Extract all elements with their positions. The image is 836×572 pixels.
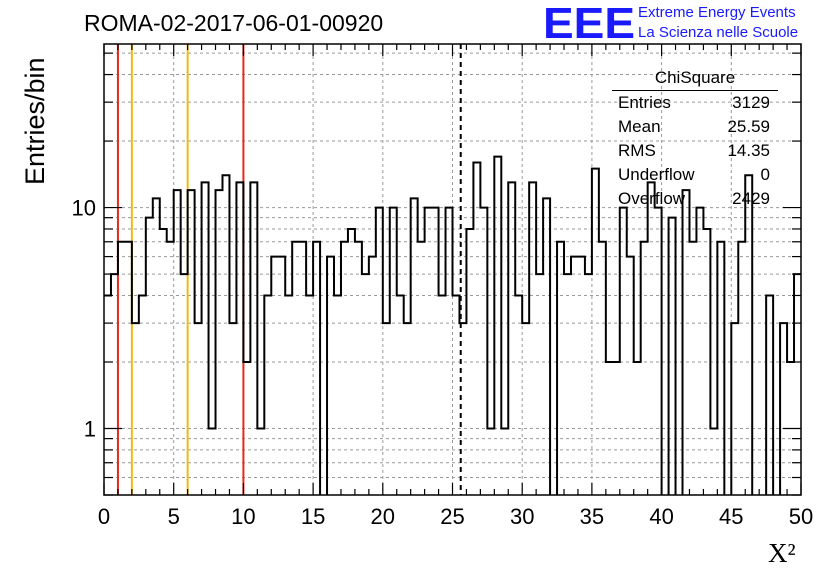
stats-row-mean: Mean 25.59 [612,115,778,139]
y-tick-label: 10 [72,196,96,221]
stats-row-overflow: Overflow 2429 [612,187,778,211]
y-tick-label: 1 [84,416,96,441]
stats-key: Entries [618,93,671,112]
x-tick-label: 30 [510,504,534,529]
logo-line-1: Extreme Energy Events [638,4,796,21]
x-tick-label: 40 [649,504,673,529]
stats-box: ChiSquare Entries 3129 Mean 25.59 RMS 14… [612,68,778,211]
x-tick-label: 0 [98,504,110,529]
stats-row-underflow: Underflow 0 [612,163,778,187]
stats-value: 3129 [732,93,770,112]
axis-tick-labels: 0 5 10 15 20 25 30 35 40 45 50 1 10 [72,196,814,529]
stats-row-entries: Entries 3129 [612,91,778,115]
x-tick-label: 15 [301,504,325,529]
stats-key: RMS [618,141,656,160]
x-tick-label: 25 [440,504,464,529]
logo-line-2: La Scienza nelle Scuole [638,24,799,41]
stats-value: 14.35 [727,141,770,160]
stats-title: ChiSquare [612,68,778,91]
stats-key: Overflow [618,189,686,208]
x-axis-label: X² [768,538,796,568]
x-tick-label: 35 [580,504,604,529]
histogram-series [104,155,801,495]
y-axis-label: Entries/bin [20,57,50,185]
svg-text:EEE: EEE [543,2,635,42]
x-tick-label: 10 [231,504,255,529]
stats-key: Mean [618,117,661,136]
x-tick-label: 20 [371,504,395,529]
x-tick-label: 5 [168,504,180,529]
stats-value: 0 [760,165,770,184]
stats-value: 2429 [732,189,770,208]
reference-lines [116,44,462,495]
x-tick-label: 50 [789,504,813,529]
stats-value: 25.59 [727,117,770,136]
x-tick-label: 45 [719,504,743,529]
axis-ticks [103,44,802,496]
eee-logo-icon: EEE [543,2,635,42]
stats-row-rms: RMS 14.35 [612,139,778,163]
stats-key: Underflow [618,165,695,184]
chart-title: ROMA-02-2017-06-01-00920 [84,10,384,36]
